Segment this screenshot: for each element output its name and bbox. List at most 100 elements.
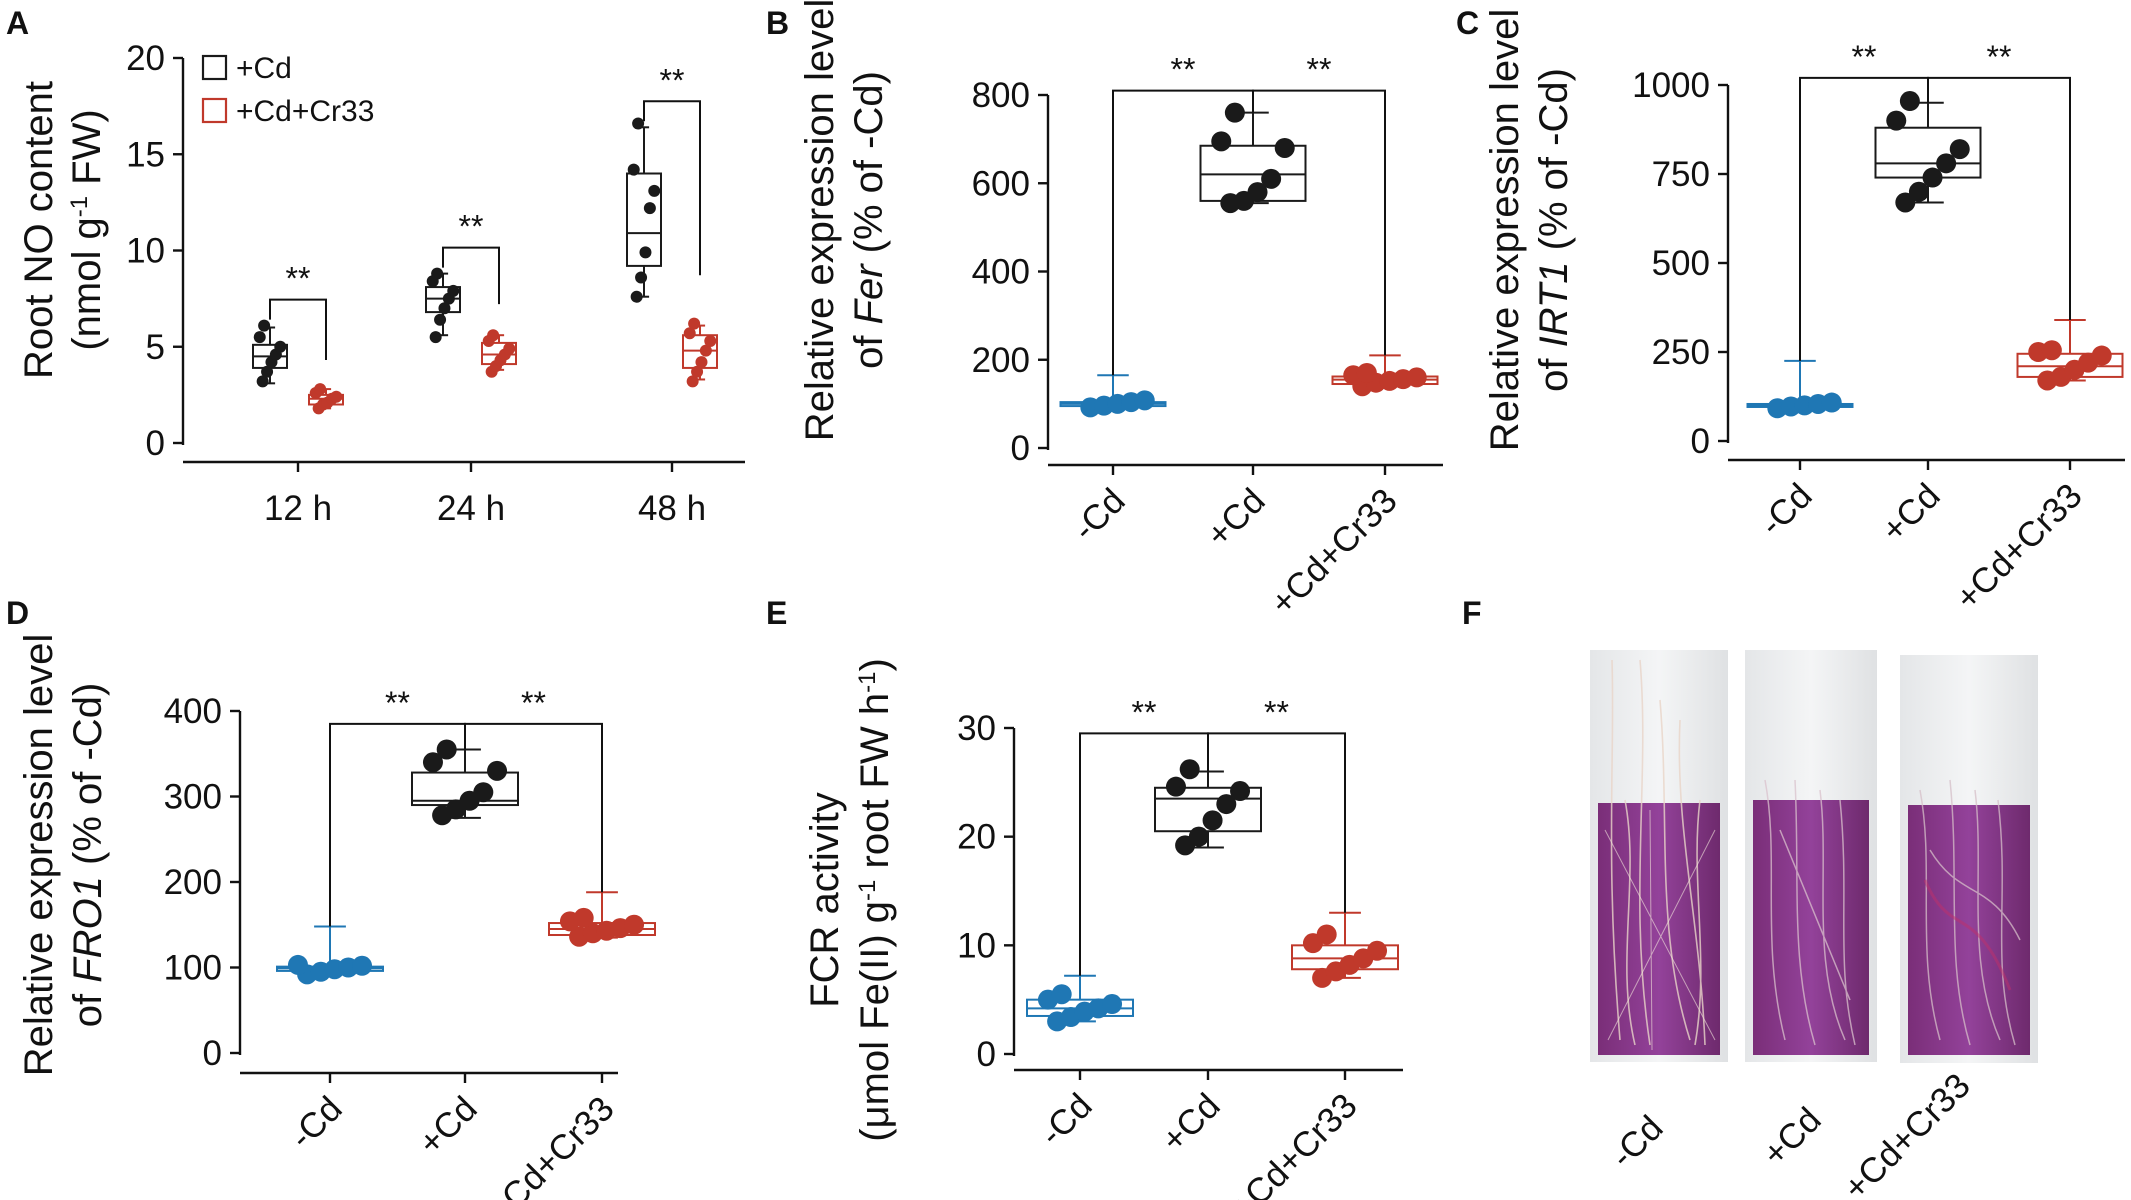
panel-b-ytick-label: 200 bbox=[972, 341, 1030, 380]
panel-e-2-point bbox=[1367, 940, 1388, 961]
panel-a-cd-2-point bbox=[627, 163, 640, 176]
panel-a-cd-1-point bbox=[438, 302, 451, 315]
panel-d-1-point bbox=[436, 739, 457, 760]
panel-c-0-sig-label: ** bbox=[1852, 39, 1877, 75]
panel-a-cdcr33-2-point bbox=[683, 327, 696, 340]
panel-a-cdcr33-2-point bbox=[688, 317, 701, 330]
panel-b-ylabel-line1: Relative expression level bbox=[798, 0, 842, 441]
tube-photo-plus-cd bbox=[1745, 650, 1877, 1062]
panel-a-ylabel-line1: Root NO content bbox=[17, 81, 61, 379]
panel-e-1-point bbox=[1202, 810, 1223, 831]
panel-c-1-point bbox=[1922, 167, 1943, 188]
panel-a-1-sig-bracket bbox=[442, 246, 500, 305]
panel-a-cd-1-point bbox=[434, 313, 447, 326]
panel-e-1-sig-bracket bbox=[1207, 732, 1346, 913]
panel-c-ytick-label: 250 bbox=[1652, 333, 1710, 372]
panel-e-xtick-label: +Cd+Cr33 bbox=[1223, 1086, 1365, 1200]
legend-label-cd-cr33: +Cd+Cr33 bbox=[236, 95, 374, 128]
panel-a-cdcr33-2-point bbox=[695, 356, 708, 369]
panel-b-xtick-label-group: -Cd bbox=[1065, 481, 1132, 548]
panel-c-1-sig-bracket bbox=[1927, 76, 2071, 320]
panel-c-xtick-label: -Cd bbox=[1752, 476, 1819, 543]
panel-a-cdcr33-2-point bbox=[704, 334, 717, 347]
panel-b-2-point bbox=[1356, 362, 1377, 383]
panel-c-2-point bbox=[2091, 345, 2112, 366]
photo-label-plus-cd-cr33: +Cd+Cr33 bbox=[1836, 1066, 1978, 1200]
panel-d-xtick-label: -Cd bbox=[282, 1089, 349, 1156]
panel-d-0-sig-label: ** bbox=[385, 685, 410, 721]
panel-b-ytick-label: 0 bbox=[1011, 429, 1030, 468]
panel-c-ytick-label: 750 bbox=[1652, 155, 1710, 194]
panel-a-cd-2-point bbox=[632, 117, 645, 130]
panel-e-ytick-label: 20 bbox=[957, 818, 996, 857]
panel-c-xtick-label-group: +Cd bbox=[1874, 476, 1948, 550]
panel-d-1-point bbox=[422, 752, 443, 773]
panel-a-xtick-label: 48 h bbox=[638, 489, 706, 528]
panel-b-1-point bbox=[1247, 182, 1268, 203]
panel-c-1-point bbox=[1936, 153, 1957, 174]
chart-panel-b: Relative expression level of Fer (% of -… bbox=[798, 0, 1443, 623]
photo-label-plus-cd: +Cd bbox=[1755, 1100, 1829, 1174]
panel-label-d: D bbox=[6, 595, 29, 631]
panel-d-2-point bbox=[573, 907, 594, 928]
panel-a-ytick-label: 20 bbox=[126, 39, 165, 78]
panel-c-0-sig-bracket bbox=[1799, 76, 1929, 361]
legend-swatch-cd bbox=[201, 54, 228, 81]
chart-panel-d: Relative expression level of FRO1 (% of … bbox=[17, 634, 656, 1200]
panel-d-2-point bbox=[624, 914, 645, 935]
panel-d-xtick-label: +Cd+Cr33 bbox=[480, 1089, 622, 1200]
chart-panel-e: FCR activity (μmol Fe(II) g-1 root FW h-… bbox=[803, 658, 1403, 1200]
panel-e-0-point bbox=[1051, 984, 1072, 1005]
panel-d-ytick-label: 0 bbox=[203, 1034, 222, 1073]
panel-a-cd-1-point bbox=[431, 267, 444, 280]
panel-a-2-sig-bracket bbox=[643, 100, 701, 276]
panel-c-2-point bbox=[2041, 340, 2062, 361]
panel-d-0-point bbox=[287, 954, 308, 975]
panel-a-cd-2-box bbox=[626, 172, 662, 267]
panel-a-2-sig-label: ** bbox=[660, 62, 685, 98]
panel-label-e: E bbox=[766, 595, 787, 631]
panel-d-ytick-label: 100 bbox=[164, 949, 222, 988]
panel-a-cd-2-point bbox=[635, 271, 648, 284]
panel-a-cdcr33-0-point bbox=[330, 390, 343, 403]
panel-b-xtick-label-group: +Cd bbox=[1199, 481, 1273, 555]
panel-label-b: B bbox=[766, 5, 789, 41]
photo-panel-f: -Cd +Cd +Cd+Cr33 bbox=[1590, 650, 2038, 1200]
panel-c-1-point bbox=[1899, 91, 1920, 112]
panel-c-ytick-label: 0 bbox=[1691, 422, 1710, 461]
photo-label-minus-cd: -Cd bbox=[1603, 1108, 1670, 1175]
panel-e-xtick-label-group: +Cd+Cr33 bbox=[1223, 1086, 1365, 1200]
panel-b-0-sig-label: ** bbox=[1171, 52, 1196, 88]
panel-c-xtick-label-group: +Cd+Cr33 bbox=[1948, 476, 2090, 618]
panel-b-1-sig-label: ** bbox=[1307, 52, 1332, 88]
panel-a-ytick-label: 10 bbox=[126, 232, 165, 271]
panel-a-xtick-label: 12 h bbox=[264, 489, 332, 528]
panel-a-ytick-label: 15 bbox=[126, 135, 165, 174]
panel-c-0-point bbox=[1821, 392, 1842, 413]
panel-c-ylabel-line2: of IRT1 (% of -Cd) bbox=[1532, 68, 1576, 392]
panel-d-1-sig-bracket bbox=[464, 722, 603, 893]
panel-c-xtick-label-group: -Cd bbox=[1752, 476, 1819, 543]
chart-panel-a: Root NO content (nmol g-1 FW) +Cd +Cd+Cr… bbox=[17, 39, 745, 528]
panel-b-ylabel-line2: of Fer (% of -Cd) bbox=[847, 71, 891, 369]
panel-d-xtick-label-group: +Cd+Cr33 bbox=[480, 1089, 622, 1200]
tube-photo-minus-cd bbox=[1590, 650, 1728, 1062]
panel-b-0-sig-bracket bbox=[1112, 89, 1254, 376]
panel-a-cd-2-point bbox=[643, 202, 656, 215]
panel-c-ytick-label: 500 bbox=[1652, 244, 1710, 283]
panel-a-ytick-label: 5 bbox=[146, 328, 165, 367]
panel-a-cdcr33-1-point bbox=[503, 342, 516, 355]
panel-d-ytick-label: 300 bbox=[164, 778, 222, 817]
panel-a-xtick-label: 24 h bbox=[437, 489, 505, 528]
panel-a-cd-0-point bbox=[258, 319, 271, 332]
panel-a-0-sig-label: ** bbox=[286, 261, 311, 297]
panel-c-xtick-label: +Cd+Cr33 bbox=[1948, 476, 2090, 618]
panel-a-ylabel-line2: (nmol g-1 FW) bbox=[65, 109, 109, 350]
panel-a-ytick-label: 0 bbox=[146, 424, 165, 463]
panel-b-xtick-label: +Cd bbox=[1199, 481, 1273, 555]
panel-e-xtick-label: -Cd bbox=[1032, 1086, 1099, 1153]
panel-e-xtick-label-group: -Cd bbox=[1032, 1086, 1099, 1153]
panel-e-xtick-label: +Cd bbox=[1154, 1086, 1228, 1160]
panel-a-cdcr33-2-point bbox=[699, 344, 712, 357]
